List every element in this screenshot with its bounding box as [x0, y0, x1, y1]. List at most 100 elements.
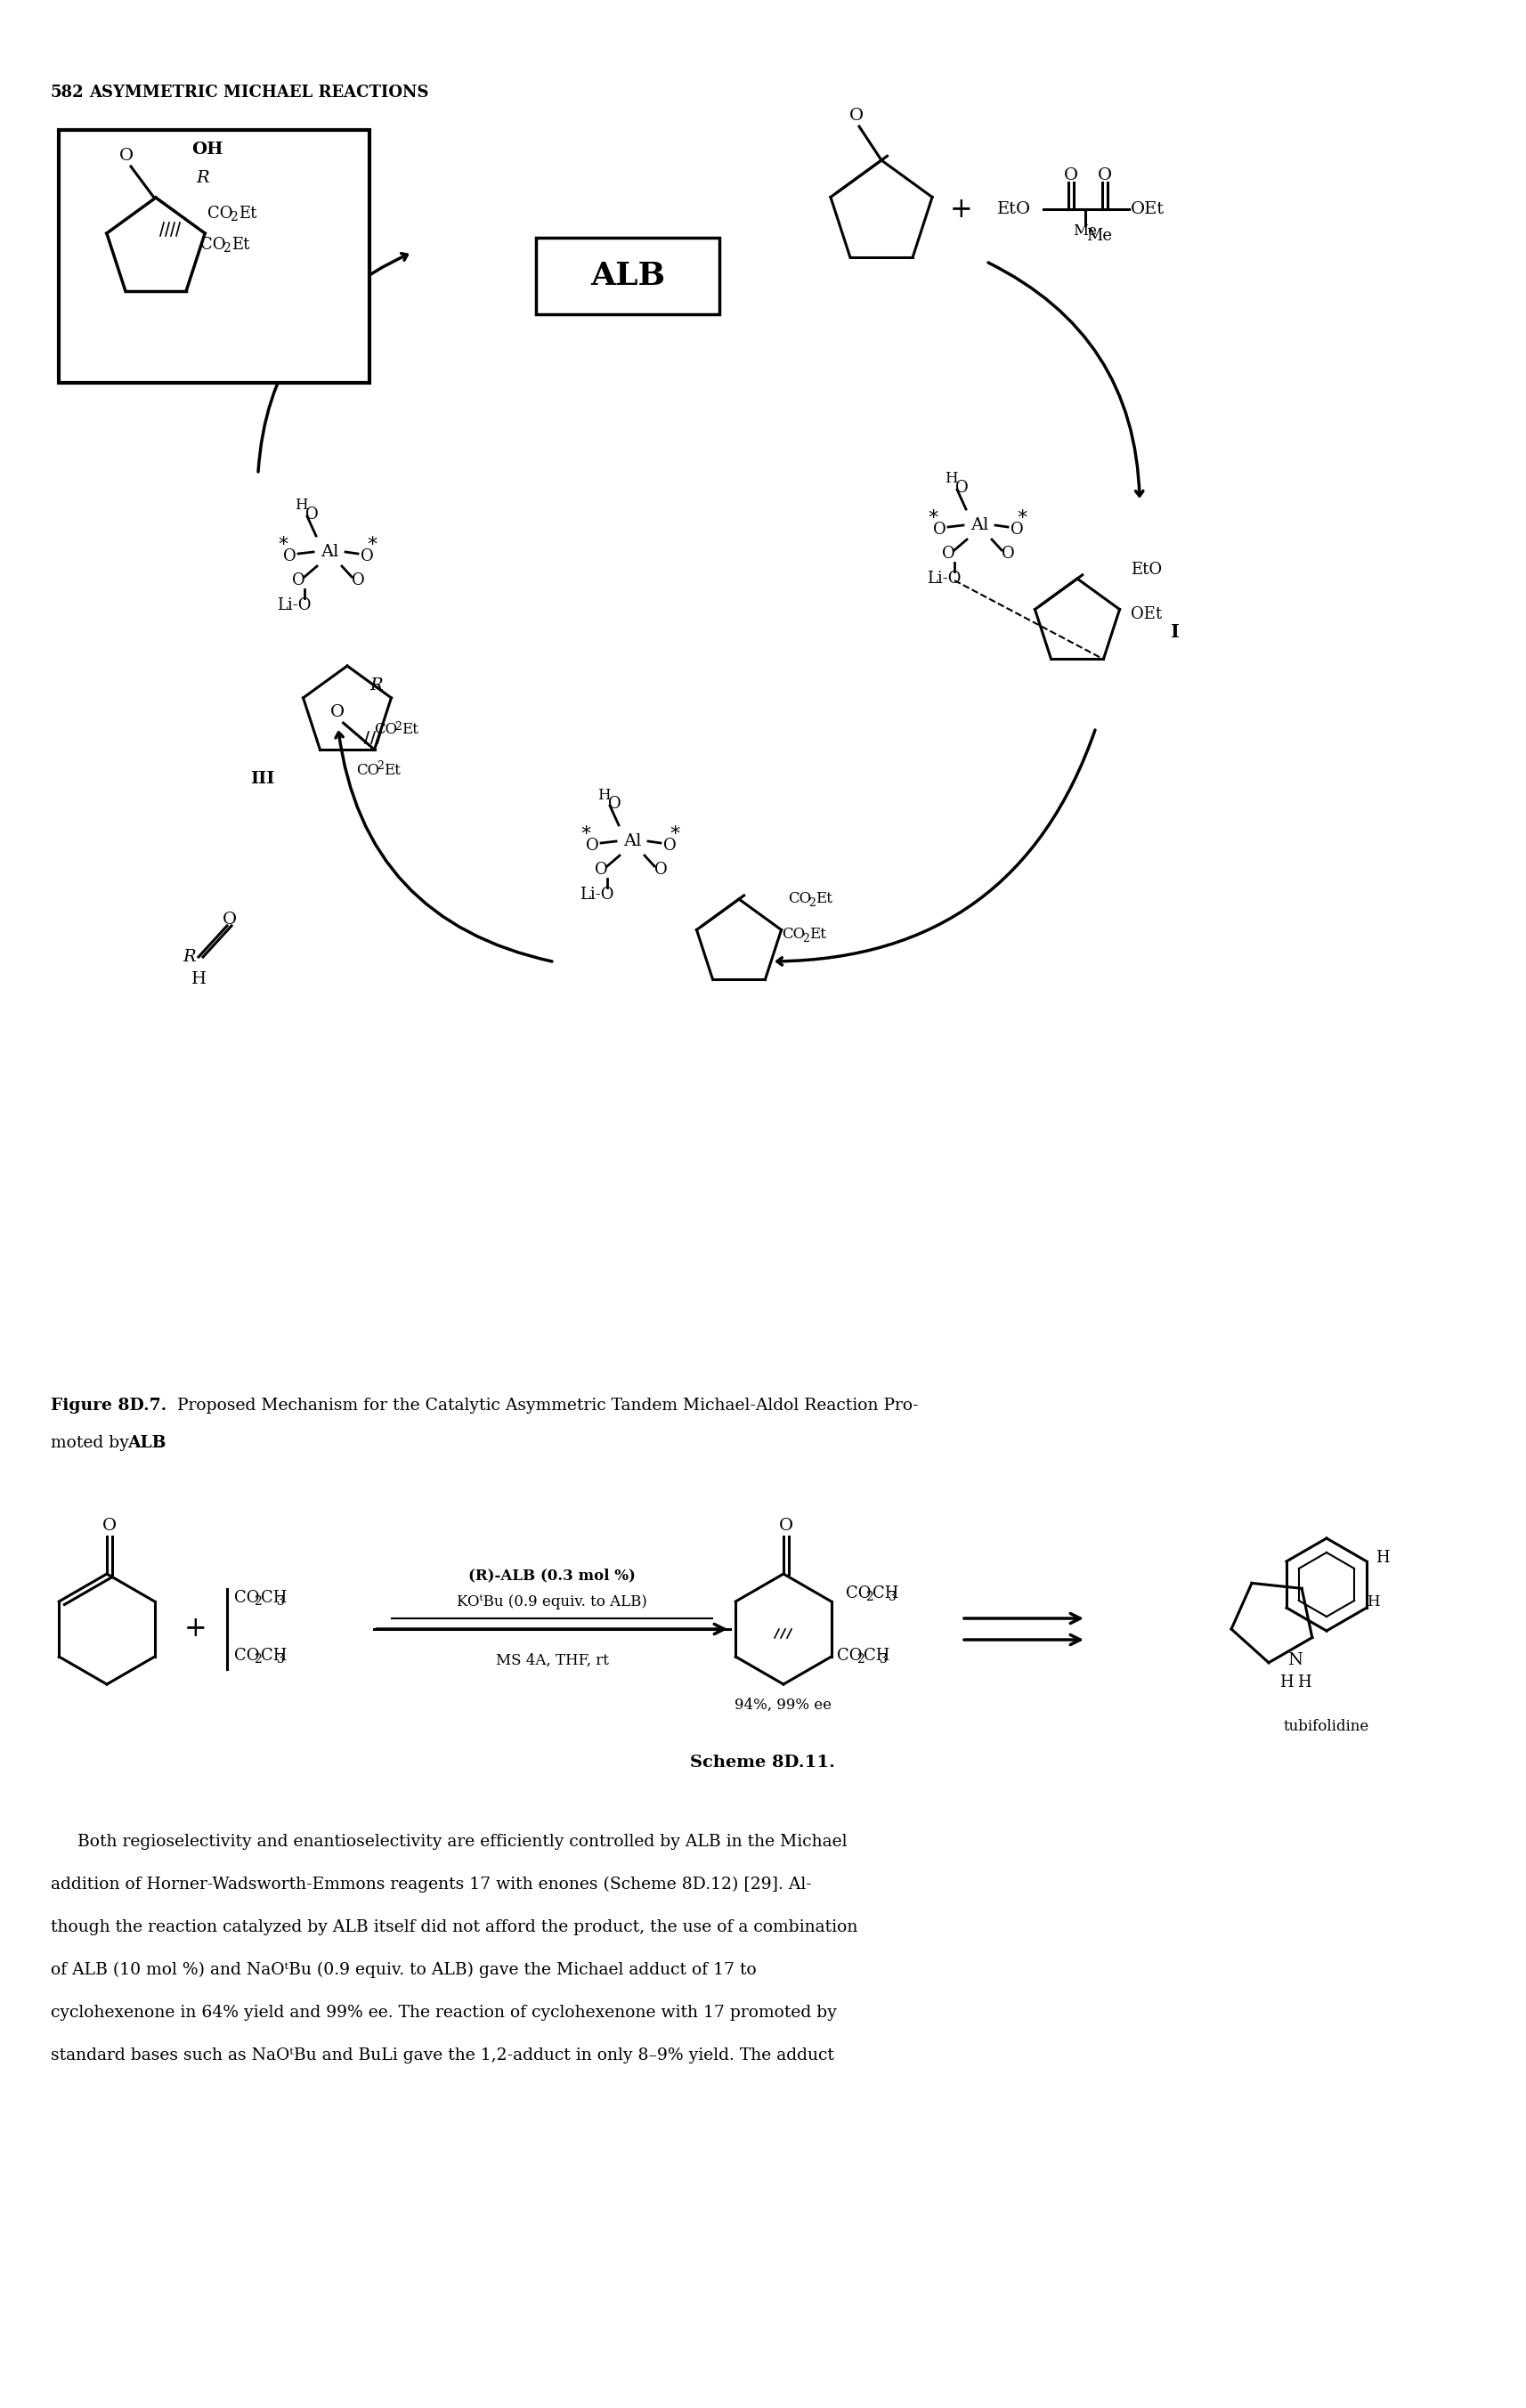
- Text: 2: 2: [803, 932, 809, 944]
- Text: CO: CO: [233, 1647, 259, 1664]
- Text: O: O: [102, 1517, 116, 1534]
- Text: Al: Al: [971, 518, 989, 532]
- Text: +: +: [185, 1616, 208, 1642]
- Text: *: *: [670, 826, 681, 843]
- Text: tubifolidine: tubifolidine: [1283, 1719, 1369, 1734]
- Text: though the reaction catalyzed by ALB itself did not afford the product, the use : though the reaction catalyzed by ALB its…: [50, 1919, 858, 1936]
- Text: O: O: [291, 573, 305, 588]
- Text: Et: Et: [809, 927, 826, 942]
- Text: CH: CH: [873, 1584, 899, 1601]
- Text: H: H: [945, 472, 957, 486]
- Text: R: R: [369, 677, 383, 694]
- Text: CO: CO: [356, 763, 380, 778]
- Text: CO: CO: [208, 205, 233, 222]
- Text: CH: CH: [261, 1647, 287, 1664]
- Text: Li-O: Li-O: [580, 886, 613, 903]
- Text: Figure 8D.7.: Figure 8D.7.: [50, 1397, 166, 1413]
- Text: CH: CH: [261, 1589, 287, 1606]
- Text: *: *: [1016, 508, 1027, 527]
- Text: ASYMMETRIC MICHAEL REACTIONS: ASYMMETRIC MICHAEL REACTIONS: [89, 84, 429, 101]
- Text: CO: CO: [200, 236, 226, 253]
- Text: 582: 582: [50, 84, 84, 101]
- Text: *: *: [368, 537, 377, 554]
- Text: 2: 2: [809, 896, 815, 908]
- Text: .: .: [156, 1435, 162, 1452]
- Text: Al: Al: [623, 833, 641, 850]
- Text: O: O: [778, 1517, 794, 1534]
- Text: CO: CO: [836, 1647, 862, 1664]
- Text: EtO: EtO: [1131, 561, 1161, 578]
- Text: O: O: [1097, 169, 1112, 183]
- Text: O: O: [595, 862, 607, 879]
- Text: CO: CO: [233, 1589, 259, 1606]
- Text: of ALB (10 mol %) and NaOᵗBu (0.9 equiv. to ALB) gave the Michael adduct of 17 t: of ALB (10 mol %) and NaOᵗBu (0.9 equiv.…: [50, 1963, 757, 1979]
- Text: Me: Me: [1073, 224, 1097, 238]
- Text: 2: 2: [253, 1594, 261, 1609]
- Text: 2: 2: [223, 243, 230, 255]
- Text: Et: Et: [238, 205, 256, 222]
- Text: Al: Al: [320, 544, 339, 561]
- Text: H: H: [1279, 1674, 1294, 1690]
- Text: Et: Et: [383, 763, 400, 778]
- Text: 2: 2: [856, 1654, 864, 1666]
- Text: *: *: [928, 508, 938, 527]
- Text: O: O: [586, 838, 598, 855]
- Text: *: *: [581, 826, 591, 843]
- Text: R: R: [195, 171, 209, 185]
- FancyBboxPatch shape: [60, 130, 369, 383]
- Text: MS 4A, THF, rt: MS 4A, THF, rt: [496, 1652, 609, 1669]
- Text: O: O: [1010, 523, 1024, 537]
- Text: Li-O: Li-O: [276, 597, 311, 614]
- Text: O: O: [330, 703, 345, 720]
- Text: 3: 3: [276, 1654, 285, 1666]
- Text: Me: Me: [1087, 229, 1112, 243]
- Text: +: +: [951, 195, 974, 224]
- Text: N: N: [1288, 1652, 1303, 1669]
- Text: CO: CO: [787, 891, 812, 908]
- Text: O: O: [1001, 547, 1015, 561]
- Text: Et: Et: [232, 236, 250, 253]
- Text: 2: 2: [394, 720, 401, 732]
- Text: OEt: OEt: [1131, 607, 1161, 621]
- Text: O: O: [655, 862, 667, 879]
- Text: CO: CO: [845, 1584, 871, 1601]
- Text: 2: 2: [865, 1592, 873, 1604]
- Text: OH: OH: [191, 142, 223, 157]
- Text: O: O: [351, 573, 365, 588]
- Text: cyclohexenone in 64% yield and 99% ee. The reaction of cyclohexenone with 17 pro: cyclohexenone in 64% yield and 99% ee. T…: [50, 2006, 836, 2020]
- Text: H: H: [1367, 1594, 1380, 1611]
- Text: I: I: [1170, 624, 1180, 641]
- Text: R: R: [183, 949, 195, 966]
- Text: O: O: [942, 547, 955, 561]
- Text: O: O: [282, 549, 296, 563]
- Text: moted by: moted by: [50, 1435, 134, 1452]
- Text: 3: 3: [879, 1654, 888, 1666]
- Text: H: H: [191, 970, 206, 987]
- Text: H: H: [597, 787, 610, 802]
- Text: O: O: [607, 795, 621, 811]
- Text: addition of Horner-Wadsworth-Emmons reagents 17 with enones (Scheme 8D.12) [29].: addition of Horner-Wadsworth-Emmons reag…: [50, 1876, 812, 1893]
- Text: 2: 2: [230, 212, 238, 224]
- Text: O: O: [662, 838, 676, 855]
- Text: Both regioselectivity and enantioselectivity are efficiently controlled by ALB i: Both regioselectivity and enantioselecti…: [50, 1835, 847, 1849]
- Text: III: III: [250, 771, 275, 787]
- Text: O: O: [360, 549, 374, 563]
- Text: O: O: [119, 147, 134, 164]
- Text: CO: CO: [781, 927, 804, 942]
- Text: 3: 3: [888, 1592, 896, 1604]
- Text: OEt: OEt: [1131, 202, 1164, 217]
- Text: CO: CO: [374, 722, 397, 737]
- Text: Li-O: Li-O: [926, 571, 961, 588]
- Text: 2: 2: [253, 1654, 261, 1666]
- Text: ALB: ALB: [591, 260, 665, 291]
- Text: ALB: ALB: [127, 1435, 166, 1452]
- Text: O: O: [850, 108, 864, 123]
- Text: O: O: [223, 913, 237, 927]
- Text: CH: CH: [864, 1647, 890, 1664]
- Text: H: H: [1375, 1551, 1390, 1565]
- Text: O: O: [1064, 169, 1079, 183]
- Text: (R)-ALB (0.3 mol %): (R)-ALB (0.3 mol %): [468, 1568, 636, 1582]
- FancyBboxPatch shape: [536, 238, 719, 313]
- Text: O: O: [305, 506, 319, 523]
- Text: Et: Et: [401, 722, 418, 737]
